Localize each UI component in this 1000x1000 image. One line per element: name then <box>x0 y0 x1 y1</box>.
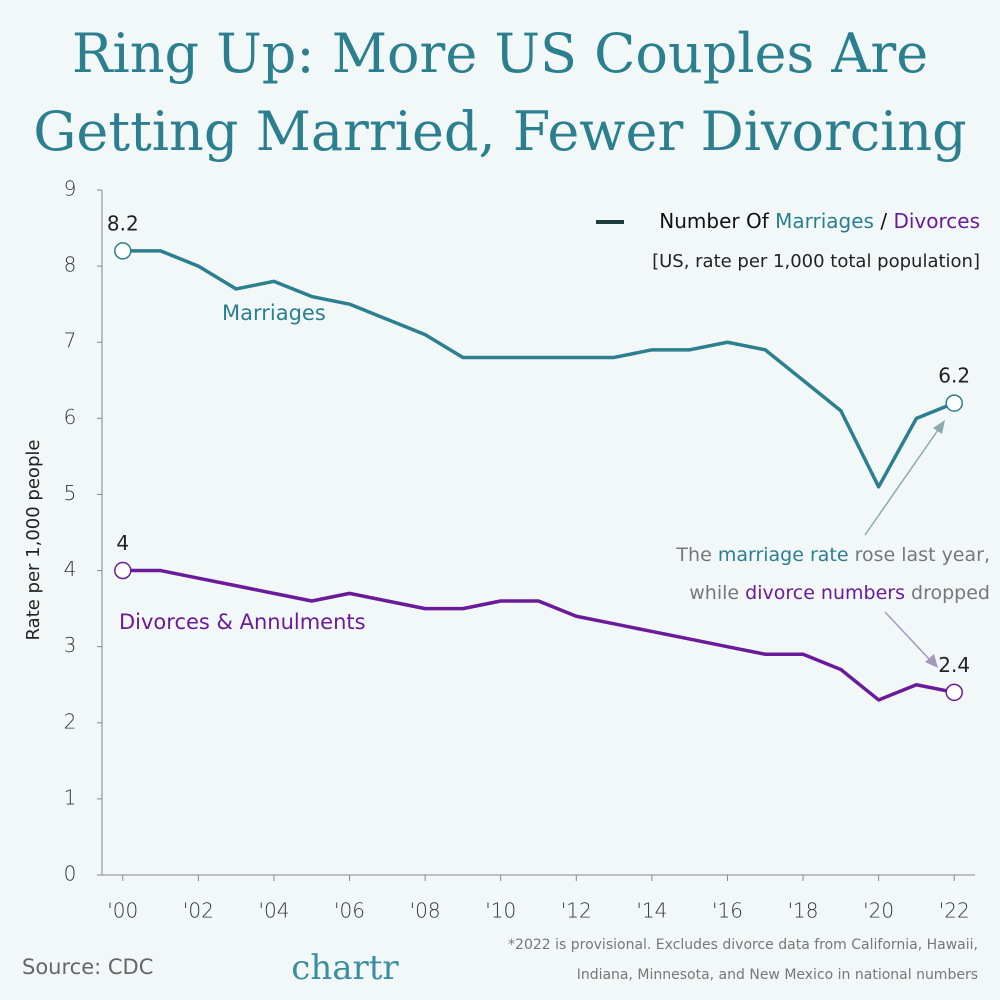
y-tick-label: 0 <box>64 862 77 886</box>
x-tick-label: '04 <box>258 899 289 923</box>
data-label: 6.2 <box>938 364 970 388</box>
annotation-arrow <box>864 429 939 536</box>
annotation-arrow <box>884 611 931 661</box>
x-tick-label: '14 <box>636 899 667 923</box>
chart-title: Ring Up: More US Couples Are <box>72 22 928 85</box>
x-tick-label: '02 <box>183 899 214 923</box>
annotation-text: marriage rate <box>718 544 849 566</box>
y-tick-label: 8 <box>64 253 77 277</box>
legend-text: / <box>880 209 887 233</box>
legend-text: Divorces <box>893 209 980 233</box>
x-tick-label: '16 <box>712 899 743 923</box>
annotation-text: divorce numbers <box>745 582 905 604</box>
subtitle: [US, rate per 1,000 total population] <box>652 251 980 272</box>
series-label: Marriages <box>222 301 326 325</box>
footnote: Indiana, Minnesota, and New Mexico in na… <box>577 967 978 983</box>
x-tick-label: '18 <box>788 899 819 923</box>
end-marker <box>114 242 132 260</box>
y-tick-label: 3 <box>64 633 77 657</box>
x-tick-label: '20 <box>863 899 894 923</box>
x-tick-label: '08 <box>410 899 441 923</box>
end-marker <box>945 683 963 702</box>
logo: chartr <box>291 948 399 988</box>
annotation-arrow-head <box>933 420 945 434</box>
y-tick-label: 7 <box>64 329 77 353</box>
x-tick-label: '00 <box>107 899 138 923</box>
y-tick-label: 1 <box>64 785 77 809</box>
legend-text: Number Of <box>659 209 769 233</box>
data-label: 8.2 <box>107 211 139 235</box>
y-tick-label: 4 <box>64 557 77 581</box>
y-tick-label: 9 <box>64 177 77 201</box>
annotation-text: while <box>689 582 739 604</box>
y-tick-label: 2 <box>64 709 77 733</box>
annotation-arrow-head <box>925 654 938 668</box>
y-tick-label: 6 <box>64 405 77 429</box>
legend: Number Of Marriages / Divorces <box>659 209 980 233</box>
annotation: The marriage rate rose last year, <box>675 544 990 566</box>
source: Source: CDC <box>22 955 153 979</box>
y-tick-label: 5 <box>64 481 77 505</box>
legend-text: Marriages <box>775 209 874 233</box>
end-marker <box>114 561 132 580</box>
x-tick-label: '22 <box>939 899 970 923</box>
annotation-text: rose last year, <box>855 544 990 566</box>
series-line <box>122 249 955 489</box>
chart-title: Getting Married, Fewer Divorcing <box>33 100 966 163</box>
x-tick-label: '06 <box>334 899 365 923</box>
data-label: 4 <box>116 531 129 555</box>
annotation-text: dropped <box>911 582 990 604</box>
series-line <box>122 568 955 702</box>
x-tick-label: '10 <box>485 899 516 923</box>
data-label: 2.4 <box>938 653 970 677</box>
y-axis-label: Rate per 1,000 people <box>23 440 44 641</box>
annotation: while divorce numbers dropped <box>689 582 990 604</box>
end-marker <box>945 394 963 412</box>
annotation-text: The <box>675 544 711 566</box>
footnote: *2022 is provisional. Excludes divorce d… <box>508 937 978 953</box>
series-label: Divorces & Annulments <box>119 610 366 634</box>
x-tick-label: '12 <box>561 899 592 923</box>
